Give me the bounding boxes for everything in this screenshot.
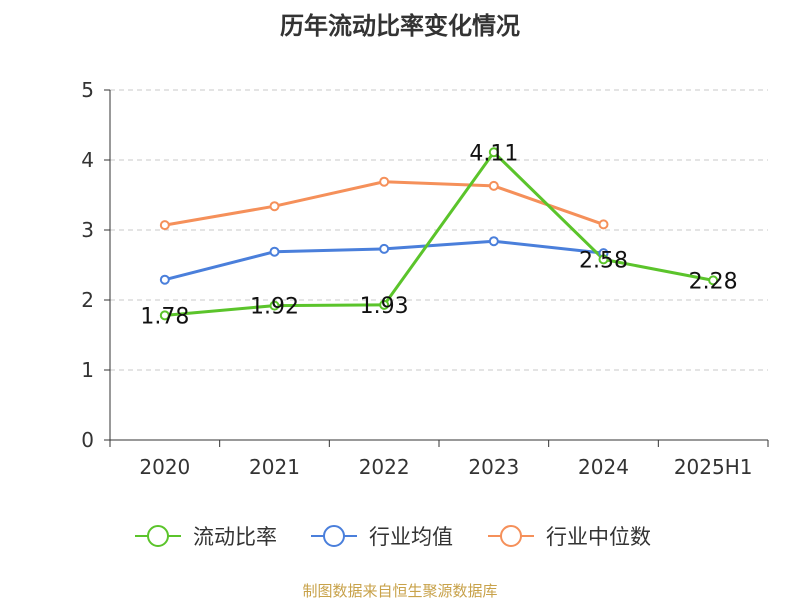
data-point (598, 254, 609, 265)
data-point (379, 243, 390, 254)
data-point (488, 147, 499, 158)
data-point (379, 176, 390, 187)
data-label: 2.58 (579, 248, 628, 273)
data-label: 2.28 (689, 269, 738, 294)
data-label: 4.11 (469, 141, 518, 166)
series-line (164, 180, 604, 227)
x-tick-label: 2021 (249, 455, 300, 479)
legend-label: 行业中位数 (546, 525, 651, 549)
y-tick-label: 2 (81, 288, 94, 312)
legend-label: 流动比率 (193, 525, 277, 549)
axes: 0 1 2 3 4 5 2020 2021 2022 2023 2024 2025H1 (81, 78, 769, 479)
legend: 流动比率 行业均值 行业中位数 (135, 525, 651, 549)
y-tick-label: 1 (81, 358, 94, 382)
data-label: 1.78 (140, 304, 189, 329)
legend-marker (147, 525, 169, 547)
data-point (159, 220, 170, 231)
series-lines (164, 150, 714, 317)
y-tick-label: 4 (81, 148, 94, 172)
data-label: 1.92 (250, 295, 299, 320)
data-point (708, 275, 719, 286)
source-note: 制图数据来自恒生聚源数据库 (302, 582, 498, 600)
x-tick-label: 2025H1 (674, 455, 753, 479)
y-tick-label: 5 (81, 78, 94, 102)
chart-title: 历年流动比率变化情况 (280, 12, 520, 40)
grid-lines (110, 89, 768, 371)
x-tick-label: 2024 (578, 455, 629, 479)
legend-label: 行业均值 (369, 525, 453, 549)
x-tick-label: 2020 (139, 455, 190, 479)
x-tick-label: 2023 (468, 455, 519, 479)
legend-marker (323, 525, 345, 547)
data-point (598, 219, 609, 230)
data-point (269, 201, 280, 212)
data-label: 1.93 (360, 294, 409, 319)
y-tick-label: 0 (81, 428, 94, 452)
data-point (488, 236, 499, 247)
x-tick-label: 2022 (359, 455, 410, 479)
data-point (488, 180, 499, 191)
data-point (159, 310, 170, 321)
data-point (269, 246, 280, 257)
data-point (379, 299, 390, 310)
data-labels: 1.78 1.92 1.93 4.11 2.58 2.28 (140, 141, 737, 329)
series-line (164, 150, 714, 317)
legend-marker (500, 525, 522, 547)
data-points (159, 147, 719, 321)
data-point (159, 274, 170, 285)
y-tick-label: 3 (81, 218, 94, 242)
data-point (269, 300, 280, 311)
